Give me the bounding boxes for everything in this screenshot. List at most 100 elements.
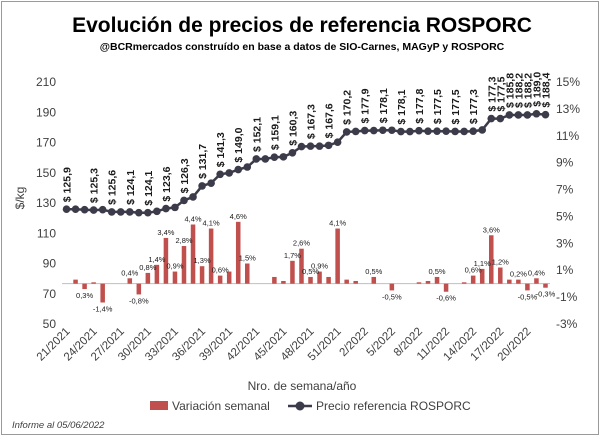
y-left-tick-label: 50 (43, 317, 57, 331)
variation-data-label: 1,4% (148, 255, 165, 264)
y-right-tick-label: 13% (556, 102, 580, 116)
variation-bar (190, 224, 196, 284)
y-left-tick-label: 210 (36, 75, 56, 89)
price-data-label: $ 160,3 (287, 111, 299, 146)
variation-bar (479, 268, 485, 284)
price-data-label: $ 141,3 (215, 132, 227, 167)
price-marker (360, 126, 369, 135)
x-axis-label: Nro. de semana/año (248, 379, 357, 393)
variation-bar (461, 282, 467, 284)
variation-bar (199, 266, 205, 284)
variation-bar (434, 276, 440, 284)
price-data-label: $ 131,7 (197, 144, 209, 179)
price-marker (442, 127, 450, 135)
y-right-tick-label: 3% (556, 236, 574, 250)
y-right-tick-label: 7% (556, 183, 574, 197)
variation-bar (416, 282, 422, 284)
price-data-label: $ 167,3 (306, 104, 318, 139)
price-data-label: $ 152,1 (251, 117, 263, 152)
price-marker (216, 170, 224, 179)
variation-bar (443, 283, 449, 292)
variation-data-label: -0,8% (129, 296, 149, 305)
price-data-label: $ 126,3 (179, 158, 191, 193)
variation-bar (470, 275, 476, 284)
legend-item-variacion: Variación semanal (172, 399, 270, 413)
price-marker (125, 208, 134, 216)
price-marker (116, 208, 125, 216)
price-marker (469, 127, 477, 135)
price-marker (541, 110, 550, 119)
variation-data-label: -0,5% (382, 292, 402, 301)
price-data-label: $ 185,8 (504, 73, 516, 108)
variation-data-label: 4,1% (329, 219, 346, 228)
price-data-label: $ 125,9 (62, 167, 74, 202)
legend-bar-swatch (150, 401, 168, 410)
price-marker (135, 208, 143, 217)
price-data-label: $ 177,3 (486, 76, 498, 111)
price-data-label: $ 125,3 (89, 168, 101, 203)
variation-data-label: 2,6% (293, 239, 310, 248)
price-data-label: $ 125,6 (107, 170, 119, 205)
price-marker (261, 155, 270, 163)
price-marker (243, 163, 252, 171)
variation-bar (136, 283, 142, 295)
price-marker (315, 142, 324, 150)
variation-bar (371, 276, 377, 284)
variation-data-label: 4,4% (184, 215, 201, 224)
price-marker (144, 208, 152, 217)
variation-bar (154, 264, 160, 284)
variation-data-label: -0,6% (436, 294, 456, 303)
variation-bar (543, 283, 548, 288)
price-marker (171, 203, 179, 212)
y-right-tick-label: 9% (556, 156, 574, 170)
variation-bar (91, 282, 96, 284)
price-marker (306, 142, 315, 150)
price-data-label: $ 123,6 (161, 166, 173, 201)
variation-bar (308, 276, 313, 284)
variation-bar (226, 271, 232, 284)
variation-bar (335, 228, 340, 284)
price-marker (424, 127, 432, 135)
y-left-tick-label: 150 (36, 166, 56, 180)
variation-bar (389, 283, 395, 291)
price-marker (225, 169, 233, 177)
price-data-label: $ 188,4 (540, 72, 552, 107)
y-right-tick-label: 15% (556, 75, 580, 89)
variation-bar (489, 235, 494, 284)
variation-data-label: 0,6% (212, 266, 229, 275)
price-data-label: $ 189,0 (531, 72, 543, 107)
price-marker (406, 127, 414, 136)
variation-bar (181, 246, 187, 284)
y-left-tick-label: 110 (37, 226, 56, 240)
price-marker (288, 148, 297, 157)
variation-bar (299, 248, 304, 284)
price-marker (207, 179, 215, 187)
price-data-label: $ 177,8 (414, 89, 426, 124)
variation-data-label: 1,3% (194, 256, 211, 265)
price-marker (487, 114, 496, 123)
price-data-label: $ 178,1 (396, 89, 408, 124)
variation-bar (534, 278, 539, 284)
variation-data-label: -0,3% (536, 290, 556, 299)
price-data-label: $ 124,1 (125, 170, 137, 205)
variation-data-label: 0,6% (465, 266, 482, 275)
price-data-label: $ 167,6 (324, 103, 336, 138)
price-marker (62, 205, 71, 214)
variation-data-label: 1,1% (474, 259, 491, 268)
price-marker (342, 128, 351, 136)
variation-bar (344, 279, 349, 284)
variation-bar (425, 280, 431, 284)
price-data-label: $ 177,9 (360, 88, 372, 123)
price-data-label: $ 178,1 (378, 88, 390, 123)
price-marker (107, 208, 116, 216)
price-marker (71, 205, 80, 214)
price-marker (451, 127, 459, 136)
variation-bar (281, 280, 286, 284)
price-data-label: $ 124,1 (143, 170, 155, 205)
price-marker (333, 138, 342, 146)
y-left-tick-label: 70 (43, 287, 57, 301)
variation-data-label: 0,9% (166, 262, 183, 271)
price-marker (297, 142, 306, 151)
chart-legend: Variación semanal Precio referencia ROSP… (150, 399, 471, 413)
price-data-label: $ 159,1 (269, 115, 281, 150)
